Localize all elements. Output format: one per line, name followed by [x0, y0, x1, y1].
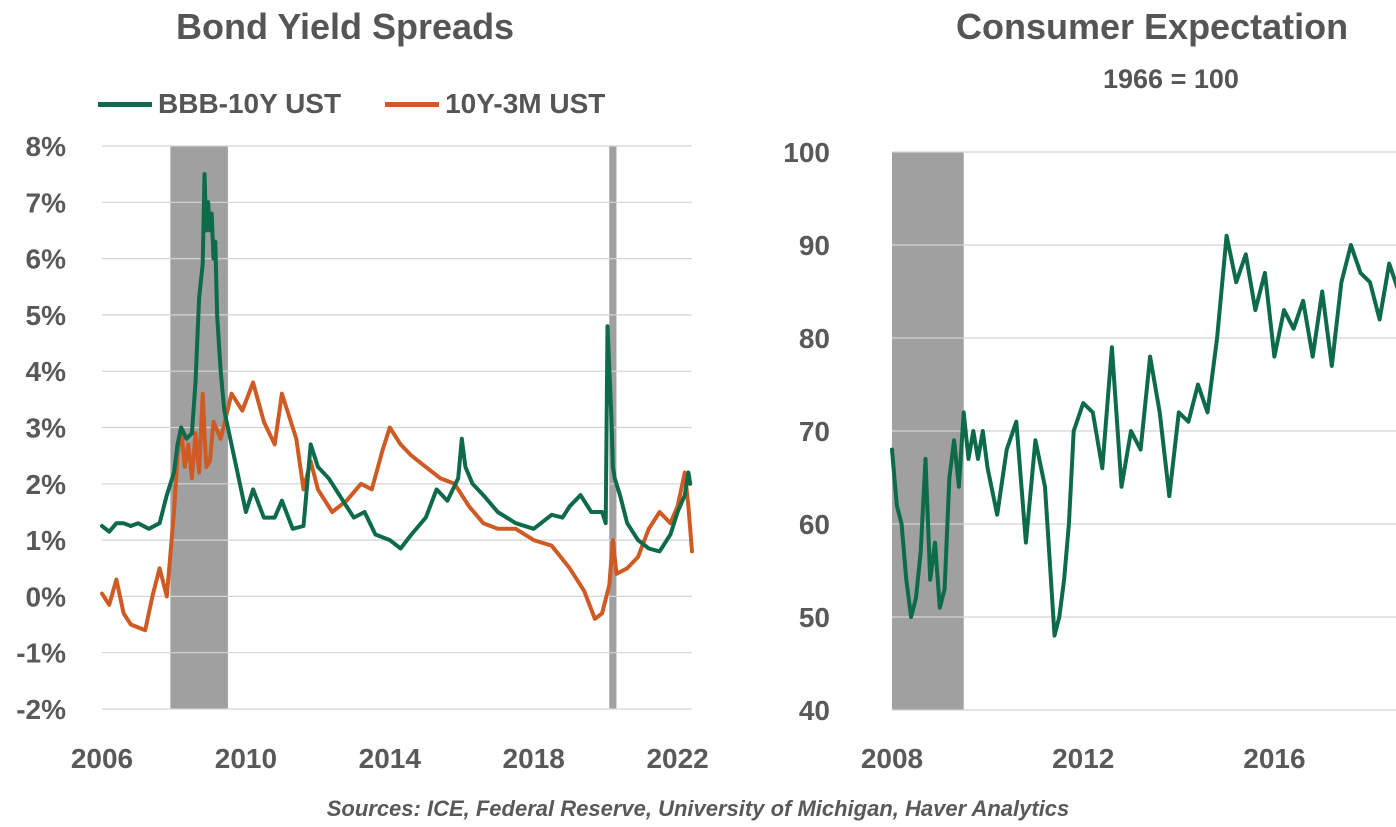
x-tick-label: 2008 [861, 743, 923, 774]
y-tick-label: 8% [26, 131, 67, 162]
y-tick-label: 70 [799, 416, 830, 447]
legend-item-10y3m: 10Y-3M UST [385, 88, 605, 120]
legend-label-10y3m: 10Y-3M UST [445, 88, 606, 119]
bond-yield-spreads-panel: Bond Yield Spreads BBB-10Y UST 10Y-3M US… [0, 0, 720, 790]
chart-legend: BBB-10Y UST 10Y-3M UST [98, 88, 649, 120]
bond-yield-spreads-chart: -2% -1% 0% 1% 2% 3% 4% 5% 6% 7% 8% 2006 2010 2014 2018… [16, 131, 709, 774]
legend-label-bbb: BBB-10Y UST [158, 88, 342, 119]
chart-title: Bond Yield Spreads [176, 6, 515, 47]
y-tick-label: 4% [26, 356, 67, 387]
y-tick-label: -1% [16, 638, 66, 669]
series-line-bbb-10y-ust [100, 172, 693, 554]
y-tick-label: 3% [26, 413, 67, 444]
x-tick-label: 2016 [1243, 743, 1305, 774]
y-tick-label: 5% [26, 300, 67, 331]
x-tick-label: 2012 [1052, 743, 1114, 774]
y-tick-label: 80 [799, 323, 830, 354]
y-tick-label: 90 [799, 230, 830, 261]
x-tick-label: 2014 [359, 743, 422, 774]
y-tick-label: 1% [26, 525, 67, 556]
y-tick-label: 40 [799, 695, 830, 726]
consumer-expectation-chart: 40 50 60 70 80 90 100 2008 2012 2016 [783, 137, 1396, 774]
x-tick-label: 2022 [646, 743, 708, 774]
legend-swatch-bbb [98, 101, 152, 107]
y-tick-label: 7% [26, 187, 67, 218]
y-tick-label: 2% [26, 469, 67, 500]
legend-swatch-10y3m [385, 101, 440, 107]
consumer-expectation-panel: Consumer Expectation 1966 = 100 40 50 60 70… [720, 0, 1396, 790]
y-tick-label: 100 [783, 137, 830, 168]
source-note: Sources: ICE, Federal Reserve, Universit… [326, 796, 1070, 821]
legend-item-bbb: BBB-10Y UST [98, 88, 341, 120]
y-tick-label: 50 [799, 602, 830, 633]
chart-title: Consumer Expectation [956, 6, 1349, 47]
series-line-consumer-expectation [890, 233, 1396, 638]
y-tick-label: 6% [26, 244, 67, 275]
y-tick-label: 0% [26, 581, 67, 612]
x-tick-label: 2018 [503, 743, 565, 774]
y-tick-label: 60 [799, 509, 830, 540]
x-tick-label: 2006 [71, 743, 133, 774]
chart-subtitle: 1966 = 100 [1103, 64, 1239, 94]
x-tick-label: 2010 [215, 743, 277, 774]
y-tick-label: -2% [16, 694, 66, 725]
